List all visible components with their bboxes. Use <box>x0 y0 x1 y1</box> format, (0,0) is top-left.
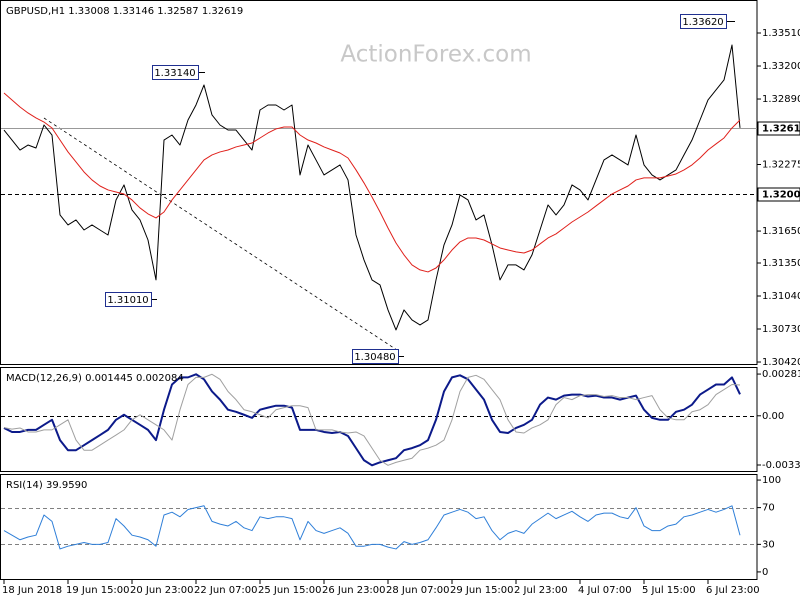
annotation-label: 1.33620 <box>682 17 723 28</box>
level-label-box <box>757 121 800 136</box>
annotation-box <box>352 349 399 364</box>
y-tick-label: 1.32275 <box>762 160 800 171</box>
x-tick-label: 26 Jun 23:00 <box>322 585 386 596</box>
y-tick-label: 70 <box>762 503 775 514</box>
panel-frame <box>0 474 758 580</box>
y-tick-label: 0.002814 <box>762 369 800 380</box>
y-tick-label: 0.00 <box>762 411 784 422</box>
x-tick-label: 22 Jun 07:00 <box>194 585 258 596</box>
y-tick-label: 0 <box>762 567 768 578</box>
annotation-label: 1.30480 <box>354 352 395 363</box>
series-line <box>3 373 741 467</box>
watermark: ActionForex.com <box>340 42 531 68</box>
y-tick-label: 30 <box>762 539 775 550</box>
series-line <box>3 373 741 466</box>
panel-frame <box>0 367 758 472</box>
y-tick-label: 100 <box>762 475 781 486</box>
x-tick-label: 20 Jun 23:00 <box>130 585 194 596</box>
series-line <box>3 44 741 331</box>
y-tick-label: 1.33510 <box>762 28 800 39</box>
annotation-label: 1.33140 <box>154 68 195 79</box>
x-tick-label: 6 Jul 23:00 <box>706 585 760 596</box>
level-label-box <box>757 187 800 202</box>
series-line <box>3 505 741 550</box>
annotation-label: 1.31010 <box>107 295 148 306</box>
y-tick-label: -0.003318 <box>762 460 800 471</box>
y-tick-label: 1.30420 <box>762 357 800 368</box>
y-tick-label: 1.31650 <box>762 226 800 237</box>
panel-title: RSI(14) 39.9590 <box>6 480 87 491</box>
series-line <box>3 92 741 273</box>
y-tick-label: 1.31040 <box>762 291 800 302</box>
panel-frame <box>0 0 758 365</box>
x-tick-label: 28 Jun 07:00 <box>386 585 450 596</box>
y-tick-label: 1.30730 <box>762 324 800 335</box>
x-tick-label: 5 Jul 15:00 <box>642 585 696 596</box>
annotation-box <box>105 292 152 307</box>
x-tick-label: 2 Jul 23:00 <box>514 585 568 596</box>
x-tick-label: 19 Jun 15:00 <box>66 585 130 596</box>
panel-title: GBPUSD,H1 1.33008 1.33146 1.32587 1.3261… <box>6 6 243 17</box>
y-tick-label: 1.33200 <box>762 61 800 72</box>
annotation-box <box>680 14 727 29</box>
panel-title: MACD(12,26,9) 0.001445 0.002084 <box>6 373 184 384</box>
trend-line <box>43 117 401 353</box>
x-tick-label: 25 Jun 15:00 <box>258 585 322 596</box>
x-tick-label: 4 Jul 07:00 <box>578 585 632 596</box>
x-tick-label: 18 Jun 2018 <box>2 585 62 596</box>
y-tick-label: 1.31350 <box>762 258 800 269</box>
annotation-box <box>152 65 199 80</box>
x-tick-label: 29 Jun 15:00 <box>450 585 514 596</box>
y-tick-label: 1.32890 <box>762 94 800 105</box>
level-label: 1.32000 <box>762 190 800 201</box>
level-label: 1.32619 <box>762 124 800 135</box>
